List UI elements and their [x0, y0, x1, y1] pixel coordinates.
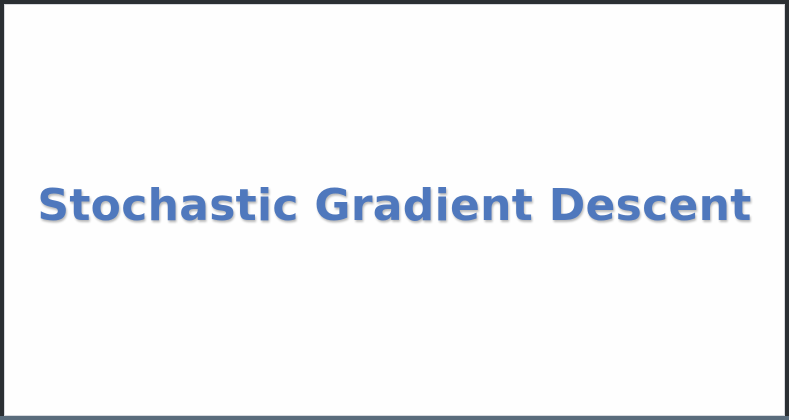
slide-title: Stochastic Gradient Descent: [37, 180, 752, 231]
bottom-progress-bar: [0, 416, 789, 420]
presentation-slide: Stochastic Gradient Descent: [4, 4, 785, 416]
